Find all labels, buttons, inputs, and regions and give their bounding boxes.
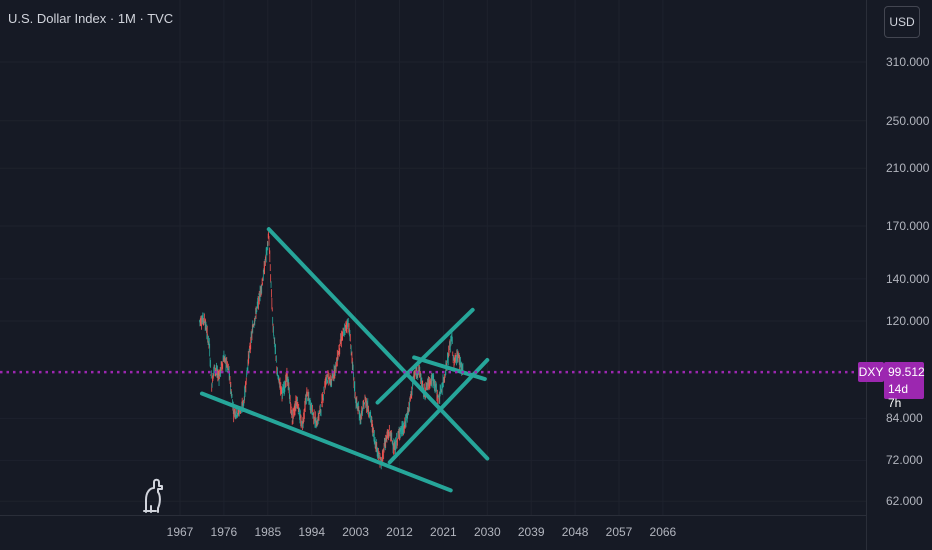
- time-tick-label: 1976: [210, 525, 238, 539]
- price-tick-label: 72.000: [886, 453, 923, 468]
- time-tick-label: 2003: [342, 525, 369, 539]
- time-tick-label: 2021: [430, 525, 457, 539]
- bar-countdown: 14d 7h: [888, 382, 909, 410]
- trendline: [199, 391, 453, 493]
- time-tick-label: 2012: [386, 525, 413, 539]
- chart-title: U.S. Dollar Index · 1M · TVC: [8, 11, 174, 26]
- time-tick-label: 1967: [166, 525, 194, 539]
- price-tick-label: 310.000: [886, 55, 930, 69]
- time-tick-label: 2057: [605, 525, 633, 539]
- price-tick-label: 170.000: [886, 218, 930, 233]
- trendline: [412, 355, 487, 382]
- time-tick-label: 2066: [649, 525, 677, 539]
- price-series: [199, 229, 464, 470]
- price-tick-label: 250.000: [886, 113, 930, 128]
- price-tick-label: 84.000: [886, 411, 923, 426]
- current-price-value: 99.512: [888, 365, 925, 379]
- chart-grid: [0, 0, 866, 515]
- current-price-tag: 99.512 14d 7h: [884, 362, 925, 410]
- price-scale-divider: [866, 0, 867, 550]
- trendline: [266, 227, 490, 461]
- time-tick-label: 1994: [298, 525, 326, 539]
- time-tick-label: 2039: [517, 525, 545, 539]
- tradingview-dino-logo-icon[interactable]: [140, 478, 166, 514]
- trendline: [375, 307, 475, 405]
- time-tick-label: 2030: [473, 525, 501, 539]
- trendline: [387, 358, 490, 465]
- price-tick-label: 210.000: [886, 161, 930, 176]
- currency-button[interactable]: USD: [884, 6, 920, 38]
- price-tick-label: 140.000: [886, 271, 930, 286]
- time-tick-label: 1985: [254, 525, 282, 539]
- symbol-tag: DXY: [858, 362, 884, 382]
- price-tick-label: 62.000: [886, 494, 923, 509]
- time-tick-label: 2048: [561, 525, 589, 539]
- time-scale-divider: [0, 515, 866, 516]
- trendline-drawings: [199, 227, 490, 493]
- price-tick-label: 120.000: [886, 314, 930, 328]
